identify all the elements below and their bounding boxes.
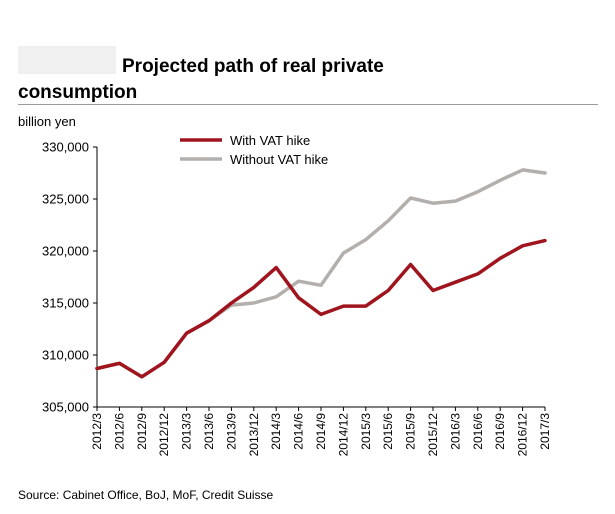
y-tick-label: 305,000 — [42, 400, 89, 415]
x-tick-label: 2015/3 — [359, 413, 373, 450]
x-tick-label: 2014/6 — [292, 413, 306, 450]
x-tick-label: 2015/12 — [426, 413, 440, 457]
title-divider — [18, 104, 598, 105]
chart-title-line1: Projected path of real private — [122, 56, 384, 77]
x-tick-label: 2013/3 — [180, 413, 194, 450]
x-tick-label: 2014/12 — [336, 413, 350, 457]
x-tick-label: 2015/6 — [381, 413, 395, 450]
x-tick-label: 2016/3 — [448, 413, 462, 450]
y-tick-label: 325,000 — [42, 192, 89, 207]
x-tick-label: 2016/9 — [493, 413, 507, 450]
x-tick-label: 2012/9 — [135, 413, 149, 450]
source-note: Source: Cabinet Office, BoJ, MoF, Credit… — [18, 488, 274, 502]
y-tick-label: 310,000 — [42, 348, 89, 363]
series-line-with-vat-hike — [95, 238, 547, 379]
x-tick-label: 2014/9 — [314, 413, 328, 450]
legend-label-without-vat-hike: Without VAT hike — [230, 152, 328, 167]
x-tick-label: 2012/12 — [157, 413, 171, 457]
y-tick-label: 320,000 — [42, 244, 89, 259]
x-tick-label: 2014/3 — [269, 413, 283, 450]
x-tick-label: 2013/12 — [247, 413, 261, 457]
legend-label-with-vat-hike: With VAT hike — [230, 133, 310, 148]
x-tick-label: 2012/3 — [90, 413, 104, 450]
x-tick-label: 2015/9 — [404, 413, 418, 450]
x-tick-label: 2017/3 — [538, 413, 552, 450]
title-decoration — [18, 46, 116, 74]
chart-title-line2: consumption — [18, 82, 138, 103]
x-tick-label: 2016/6 — [471, 413, 485, 450]
y-axis-label: billion yen — [18, 114, 76, 129]
x-tick-label: 2016/12 — [516, 413, 530, 457]
x-tick-label: 2013/6 — [202, 413, 216, 450]
x-tick-label: 2012/6 — [112, 413, 126, 450]
y-tick-label: 315,000 — [42, 296, 89, 311]
x-tick-label: 2013/9 — [224, 413, 238, 450]
y-tick-label: 330,000 — [42, 140, 89, 155]
